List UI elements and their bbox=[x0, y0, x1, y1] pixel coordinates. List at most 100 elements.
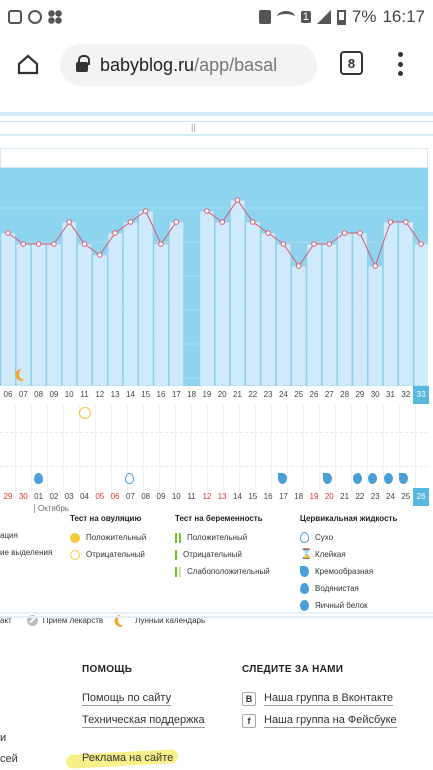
temperature-bar bbox=[77, 243, 93, 386]
cycle-day-label: 32 bbox=[401, 390, 411, 399]
temperature-point[interactable] bbox=[250, 219, 256, 225]
eggwhite-fluid-marker bbox=[368, 473, 377, 484]
date-label: 29 bbox=[3, 492, 13, 501]
month-label: Октябрь bbox=[34, 504, 69, 513]
cycle-day-label: 14 bbox=[125, 390, 135, 399]
vk-group-link[interactable]: Наша группа в Вконтакте bbox=[264, 692, 394, 706]
temperature-point[interactable] bbox=[5, 230, 11, 236]
temperature-bar bbox=[214, 221, 230, 386]
overflow-menu-button[interactable] bbox=[390, 50, 410, 78]
cycle-day-label: 33 bbox=[413, 386, 430, 404]
pill-icon bbox=[26, 614, 38, 626]
temperature-point[interactable] bbox=[418, 241, 424, 247]
temperature-point[interactable] bbox=[326, 241, 333, 247]
chart-header-strip bbox=[0, 148, 428, 168]
temperature-point[interactable] bbox=[20, 241, 27, 247]
two-lines-icon bbox=[175, 532, 181, 543]
temperature-point[interactable] bbox=[81, 241, 88, 247]
temperature-point[interactable] bbox=[295, 263, 302, 269]
legend-meds-label: Прием лекарств bbox=[42, 615, 104, 625]
curl-drop-icon bbox=[300, 566, 309, 577]
temperature-point[interactable] bbox=[51, 241, 57, 247]
temperature-point[interactable] bbox=[142, 208, 149, 214]
drop-icon bbox=[300, 583, 309, 594]
date-label: 30 bbox=[18, 492, 28, 501]
cycle-day-label: 26 bbox=[309, 390, 319, 399]
temperature-point[interactable] bbox=[35, 241, 42, 247]
temperature-point[interactable] bbox=[204, 208, 210, 214]
cut-off-link[interactable]: и bbox=[0, 732, 7, 744]
temperature-point[interactable] bbox=[357, 230, 363, 236]
dry-fluid-marker bbox=[125, 473, 134, 484]
cycle-day-label: 28 bbox=[340, 390, 350, 399]
resize-handle-icon[interactable]: || bbox=[191, 122, 196, 132]
temperature-point[interactable] bbox=[311, 241, 317, 247]
temperature-point[interactable] bbox=[158, 241, 164, 247]
temperature-point[interactable] bbox=[127, 219, 134, 225]
temperature-bar bbox=[306, 243, 322, 386]
tab-switcher-button[interactable]: 8 bbox=[340, 51, 363, 75]
temperature-point[interactable] bbox=[234, 197, 241, 203]
legend-label: Положительный bbox=[187, 533, 248, 542]
date-label: 16 bbox=[263, 492, 273, 501]
address-bar[interactable]: babyblog.ru/app/basal bbox=[60, 44, 317, 86]
temperature-point[interactable] bbox=[66, 219, 72, 225]
legend-contact-label: акт bbox=[0, 615, 12, 625]
temperature-bar bbox=[276, 243, 291, 386]
date-label: 20 bbox=[324, 492, 334, 501]
temperature-point[interactable] bbox=[280, 241, 287, 247]
legend-item: ация bbox=[0, 531, 18, 540]
legend-ovulation-title: Тест на овуляцию bbox=[70, 514, 142, 523]
chart-bottom-border bbox=[0, 616, 433, 618]
legend-label: Положительный bbox=[86, 533, 147, 542]
eggwhite-fluid-marker bbox=[353, 473, 362, 484]
date-label: 05 bbox=[95, 492, 105, 501]
site-footer: ПОМОЩЬ Помощь по сайту Техническая подде… bbox=[0, 640, 433, 770]
fb-group-link[interactable]: Наша группа на Фейсбуке bbox=[264, 714, 397, 728]
date-label: 21 bbox=[340, 492, 350, 501]
date-label: 18 bbox=[294, 492, 304, 501]
legend-cervical-dry: Сухо bbox=[300, 529, 397, 546]
temperature-bar bbox=[169, 221, 184, 386]
menu-dot-icon bbox=[397, 52, 403, 57]
temperature-bar bbox=[322, 243, 337, 386]
grid-notification-icon bbox=[48, 10, 62, 24]
sim-alert-icon bbox=[258, 10, 271, 24]
cycle-day-label: 31 bbox=[386, 390, 395, 399]
temperature-point[interactable] bbox=[403, 219, 409, 225]
temperature-point[interactable] bbox=[97, 252, 103, 258]
legend-pregnancy-positive: Положительный bbox=[175, 529, 270, 546]
legend-column-cut: ация ие выделения bbox=[0, 517, 52, 561]
legend-cervical-creamy: Кремообразная bbox=[300, 563, 397, 580]
creamy-fluid-marker bbox=[399, 473, 408, 484]
temperature-point[interactable] bbox=[219, 219, 225, 225]
drop-outline-icon bbox=[300, 532, 309, 543]
temperature-point[interactable] bbox=[112, 230, 118, 236]
faint-lines-icon bbox=[175, 566, 181, 577]
creamy-fluid-marker bbox=[278, 473, 287, 484]
ovulation-test-negative-marker bbox=[79, 407, 91, 419]
temperature-point[interactable] bbox=[341, 230, 348, 236]
ads-link[interactable]: Реклама на сайте bbox=[82, 752, 174, 764]
date-label: 13 bbox=[217, 492, 227, 501]
app-notification-icon bbox=[8, 10, 22, 24]
help-site-link[interactable]: Помощь по сайту bbox=[82, 692, 172, 706]
cycle-day-label: 18 bbox=[187, 390, 197, 399]
url-host: babyblog.ru bbox=[100, 54, 195, 75]
temperature-point[interactable] bbox=[387, 219, 394, 225]
temperature-bar bbox=[337, 232, 353, 386]
home-button[interactable] bbox=[0, 36, 56, 92]
support-link[interactable]: Техническая поддержка bbox=[82, 714, 205, 728]
temperature-point[interactable] bbox=[265, 230, 271, 236]
cycle-day-label: 16 bbox=[156, 390, 166, 399]
cycle-day-label: 06 bbox=[3, 390, 13, 399]
web-page: || 06 07 08 09 10 11 12 13 14 15 16 17 18 19 20 21 22 23 2… bbox=[0, 94, 433, 770]
legend-label: Водянистая bbox=[315, 584, 359, 593]
temperature-bar bbox=[383, 221, 399, 386]
temperature-point[interactable] bbox=[173, 219, 180, 225]
wifi-icon bbox=[276, 11, 295, 23]
cut-off-link[interactable]: сей bbox=[0, 753, 18, 765]
battery-icon bbox=[336, 9, 346, 25]
temperature-point[interactable] bbox=[372, 263, 379, 269]
browser-toolbar: babyblog.ru/app/basal 8 bbox=[0, 34, 433, 94]
